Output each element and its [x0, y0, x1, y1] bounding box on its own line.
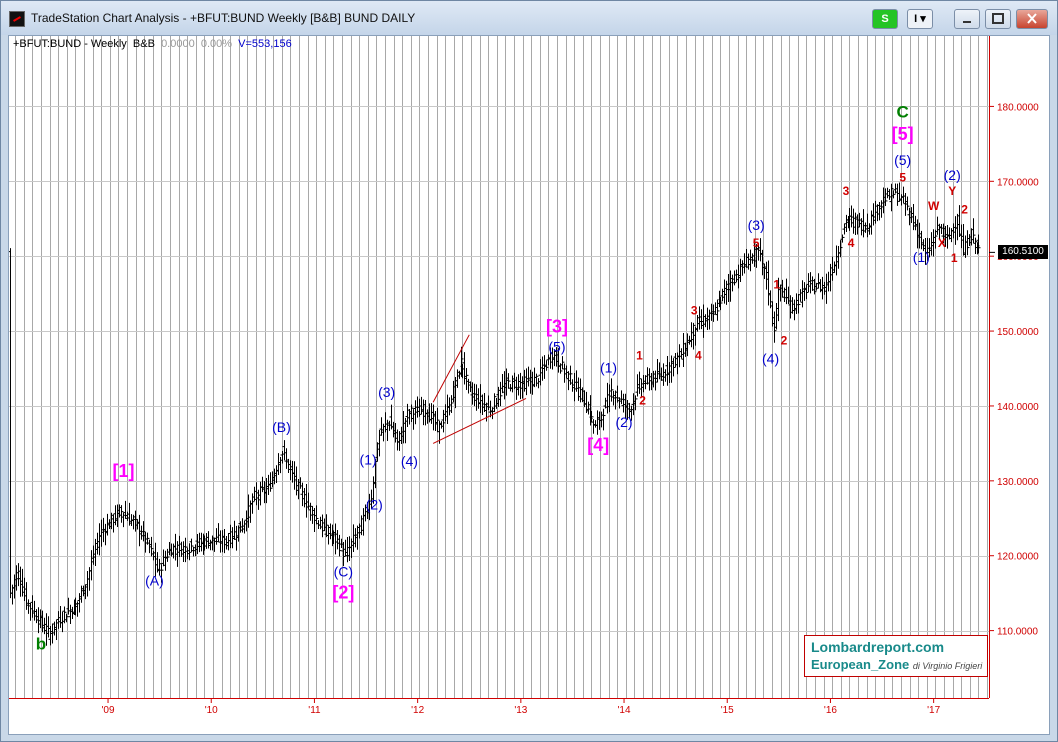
wave-label: [3]: [546, 317, 568, 337]
symbol-link-button[interactable]: S: [872, 9, 898, 29]
wave-label: (1): [600, 359, 617, 375]
wave-label: Y: [948, 184, 956, 198]
wave-label: (A): [145, 573, 164, 589]
last-price-marker: 160.5100: [998, 245, 1048, 260]
wave-label: X: [938, 236, 946, 250]
wave-label: C: [897, 103, 909, 122]
wave-label: 1: [773, 277, 780, 291]
x-tick-label: '10: [205, 705, 218, 716]
change-percent: 0.00%: [200, 38, 233, 50]
trendline[interactable]: [432, 398, 527, 444]
price-chart[interactable]: 110.0000 120.0000 130.0000 140.0000 150.0000…: [8, 35, 1050, 735]
wave-label: W: [928, 199, 940, 213]
wave-label: [2]: [332, 582, 354, 602]
bar-style-label: B&B: [132, 38, 155, 50]
wave-label: (4): [762, 350, 779, 366]
y-tick-label: 170.0000: [997, 177, 1039, 188]
wave-label: (1): [360, 451, 377, 467]
wave-label: (4): [401, 453, 418, 469]
x-tick-label: '11: [308, 705, 321, 716]
y-tick-label: 130.0000: [997, 477, 1039, 488]
minimize-button[interactable]: [954, 9, 980, 29]
wave-label: (5): [894, 152, 911, 168]
watermark-box: Lombardreport.com European_Zone di Virgi…: [804, 635, 988, 677]
wave-label: 2: [781, 334, 788, 348]
symbol-label: +BFUT:BUND - Weekly: [13, 38, 127, 50]
wave-label: 4: [695, 349, 702, 363]
chevron-down-icon: ▾: [920, 13, 926, 25]
wave-label: 3: [691, 304, 698, 318]
y-tick-label: 120.0000: [997, 552, 1039, 563]
interval-button[interactable]: I ▾: [907, 9, 933, 29]
wave-label: 4: [848, 236, 855, 250]
x-tick-label: '09: [102, 705, 115, 716]
wave-label: (2): [944, 167, 961, 183]
close-icon: [1027, 13, 1037, 24]
wave-label: 1: [636, 349, 643, 363]
interval-label: I: [914, 13, 918, 25]
watermark-zone: European_Zone di Virginio Frigieri: [811, 657, 982, 672]
wave-label: (3): [378, 384, 395, 400]
wave-label: (1): [913, 249, 930, 265]
change-value: 0.0000: [161, 38, 195, 50]
wave-label: [5]: [892, 124, 914, 144]
wave-label: 1: [951, 251, 958, 265]
x-tick-label: '17: [927, 705, 940, 716]
y-tick-label: 110.0000: [997, 627, 1038, 638]
y-tick-label: 140.0000: [997, 402, 1039, 413]
maximize-button[interactable]: [985, 9, 1011, 29]
wave-label: [1]: [113, 461, 135, 481]
wave-label: [4]: [587, 435, 609, 455]
close-button[interactable]: [1016, 9, 1048, 29]
volume-value: V=553,156: [238, 38, 292, 50]
x-tick-label: '12: [411, 705, 424, 716]
trendline[interactable]: [432, 334, 470, 403]
wave-label: 2: [961, 203, 968, 217]
x-tick-label: '15: [721, 705, 734, 716]
wave-label: 3: [843, 184, 850, 198]
symbol-info-line: +BFUT:BUND - Weekly B&B 0.0000 0.00% V=5…: [13, 38, 292, 50]
wave-label: b: [36, 634, 46, 653]
chart-plot[interactable]: 110.0000120.0000130.0000140.0000150.0000…: [9, 36, 1049, 734]
wave-label: (C): [334, 564, 353, 580]
ohlc-bars: [9, 182, 981, 646]
y-tick-label: 180.0000: [997, 102, 1039, 113]
grid-lines: [9, 36, 989, 698]
wave-label: (2): [366, 496, 383, 512]
y-tick-label: 150.0000: [997, 327, 1039, 338]
watermark-author: di Virginio Frigieri: [912, 661, 983, 671]
wave-label: (2): [615, 414, 632, 430]
maximize-icon: [992, 13, 1004, 24]
wave-label: 5: [753, 236, 760, 250]
window-title: TradeStation Chart Analysis - +BFUT:BUND…: [31, 11, 416, 25]
wave-label: (5): [548, 338, 565, 354]
x-tick-label: '14: [618, 705, 631, 716]
wave-label: (3): [748, 217, 765, 233]
wave-label: (B): [272, 419, 291, 435]
wave-label: 2: [639, 393, 646, 407]
tradestation-app-icon[interactable]: [9, 11, 25, 27]
x-tick-label: '13: [514, 705, 527, 716]
watermark-site: Lombardreport.com: [811, 639, 945, 655]
minimize-icon: [963, 21, 971, 23]
watermark-zone-label: European_Zone: [811, 657, 910, 672]
x-tick-label: '16: [824, 705, 837, 716]
wave-label: 5: [899, 170, 906, 184]
title-bar[interactable]: TradeStation Chart Analysis - +BFUT:BUND…: [1, 1, 1057, 35]
